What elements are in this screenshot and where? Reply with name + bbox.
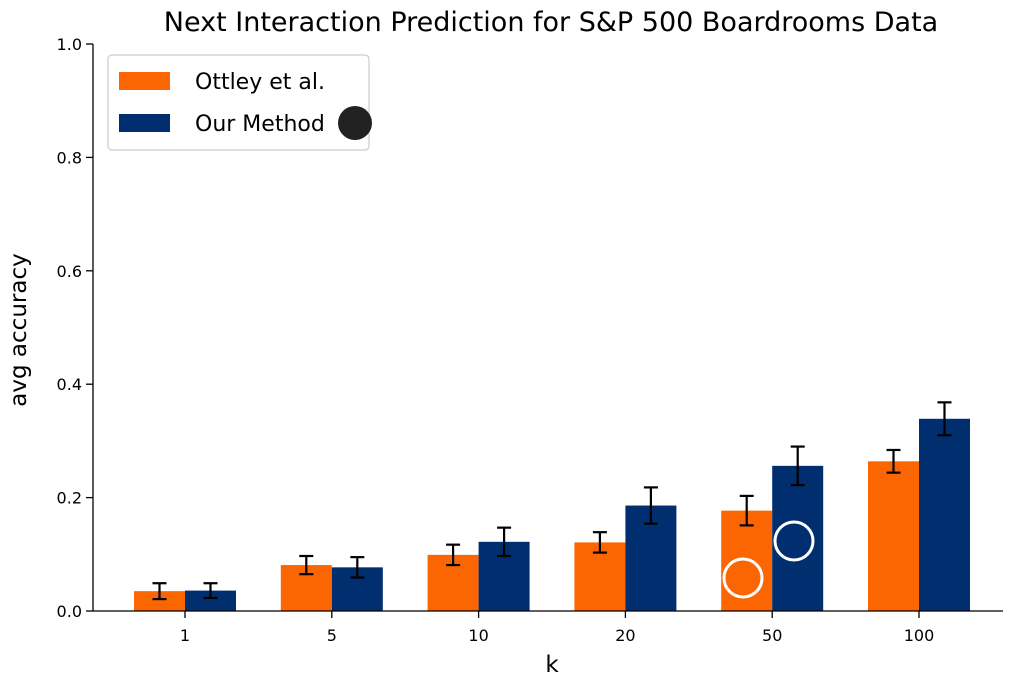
y-ticks: 0.0 0.2 0.4 0.6 0.8 1.0 — [57, 35, 93, 621]
bar-our-method — [919, 418, 970, 611]
x-tick-label: 50 — [762, 626, 782, 645]
y-axis-label: avg accuracy — [6, 253, 32, 406]
legend: Ottley et al. Our Method — [107, 54, 370, 151]
bar-ottley — [574, 542, 626, 611]
click-ring — [773, 520, 815, 562]
x-ticks: 1 5 10 20 50 100 — [180, 611, 934, 645]
x-tick-label: 10 — [468, 626, 488, 645]
y-tick-label: 0.8 — [57, 148, 82, 167]
bar-our-method — [772, 465, 824, 611]
plot-area — [134, 401, 970, 611]
x-tick-label: 1 — [180, 626, 190, 645]
chart-title: Next Interaction Prediction for S&P 500 … — [164, 7, 938, 38]
y-tick-label: 0.0 — [57, 602, 82, 621]
x-tick-label: 5 — [327, 626, 337, 645]
bar-ottley — [134, 591, 185, 611]
cursor-dot — [338, 106, 372, 140]
y-tick-label: 1.0 — [57, 35, 82, 54]
bar-ottley — [868, 461, 919, 611]
x-tick-label: 20 — [615, 626, 635, 645]
legend-swatch-our-method — [119, 114, 170, 132]
y-tick-label: 0.2 — [57, 489, 82, 508]
x-axis-label: k — [545, 652, 559, 678]
legend-box — [107, 54, 370, 151]
bar-our-method — [185, 590, 236, 611]
y-tick-label: 0.6 — [57, 262, 82, 281]
click-ring — [722, 557, 764, 599]
legend-label-ottley: Ottley et al. — [195, 70, 325, 95]
legend-label-our-method: Our Method — [195, 112, 325, 137]
x-tick-label: 100 — [904, 626, 935, 645]
y-tick-label: 0.4 — [57, 375, 82, 394]
legend-swatch-ottley — [119, 72, 170, 90]
